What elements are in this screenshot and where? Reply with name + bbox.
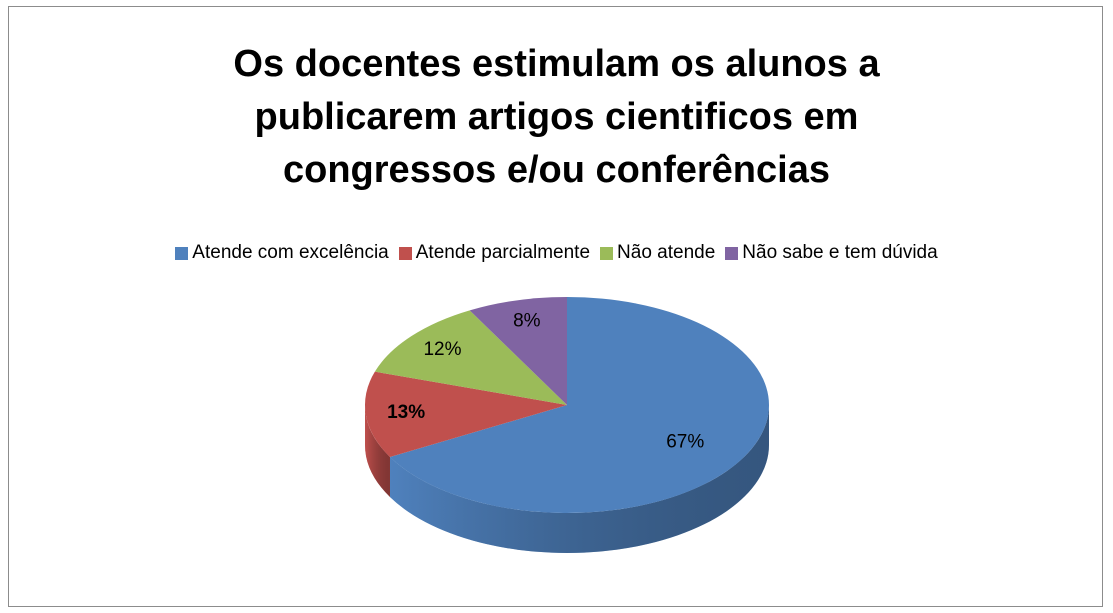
legend-swatch <box>175 246 189 260</box>
legend-item: Atende com excelência <box>175 242 389 264</box>
legend-swatch <box>725 246 739 260</box>
pie-slice <box>374 310 567 405</box>
pie-side-shade <box>389 405 769 553</box>
pie-slice <box>469 297 567 405</box>
chart-title: Os docentes estimulam os alunos a public… <box>233 43 880 191</box>
pie-side-shade <box>365 405 390 498</box>
legend-item: Não sabe e tem dúvida <box>725 242 938 264</box>
data-label: 67% <box>666 431 704 452</box>
legend-label: Atende com excelência <box>192 242 389 263</box>
pie-slice <box>389 297 769 513</box>
chart-frame <box>8 6 1103 607</box>
data-label: 12% <box>423 339 461 360</box>
legend-swatch <box>600 246 614 260</box>
legend-label: Não sabe e tem dúvida <box>742 242 938 263</box>
data-label: 8% <box>513 310 541 331</box>
legend-item: Não atende <box>600 242 715 264</box>
legend-swatch <box>398 246 412 260</box>
pie-slice <box>364 371 567 458</box>
data-label: 13% <box>387 402 425 423</box>
legend-label: Não atende <box>617 242 716 263</box>
legend-label: Atende parcialmente <box>415 242 591 263</box>
legend-item: Atende parcialmente <box>398 242 591 264</box>
legend: Atende com excelência Atende parcialmente… <box>0 242 1113 264</box>
